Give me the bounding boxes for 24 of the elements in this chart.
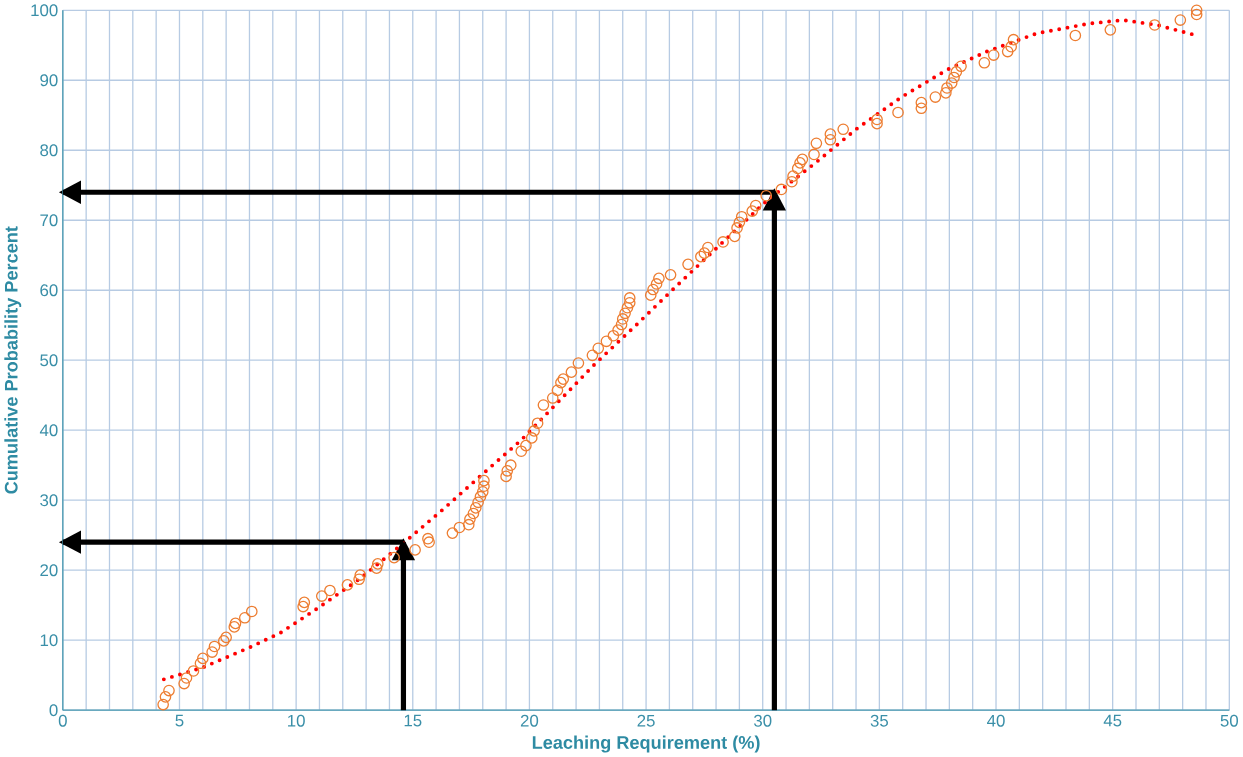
x-tick-label: 5 bbox=[175, 714, 184, 727]
y-tick-label: 90 bbox=[40, 74, 58, 87]
y-tick-label: 0 bbox=[49, 704, 58, 717]
x-tick-label: 40 bbox=[987, 714, 1005, 727]
y-tick-label: 50 bbox=[40, 354, 58, 367]
x-tick-label: 0 bbox=[58, 714, 67, 727]
y-tick-label: 70 bbox=[40, 214, 58, 227]
x-tick-label: 35 bbox=[870, 714, 889, 727]
y-tick-label: 60 bbox=[40, 284, 58, 297]
y-tick-label: 100 bbox=[31, 4, 58, 17]
x-tick-label: 50 bbox=[1220, 714, 1239, 727]
x-tick-label: 15 bbox=[404, 714, 422, 727]
x-tick-label: 10 bbox=[288, 714, 305, 727]
x-axis-title: Leaching Requirement (%) bbox=[532, 735, 760, 753]
y-tick-label: 40 bbox=[39, 424, 58, 437]
x-tick-label: 45 bbox=[1103, 714, 1122, 727]
x-tick-label: 20 bbox=[520, 714, 539, 727]
y-tick-label: 10 bbox=[40, 634, 58, 647]
y-tick-label: 80 bbox=[40, 144, 58, 157]
x-tick-label: 25 bbox=[637, 714, 655, 727]
y-tick-label: 30 bbox=[40, 494, 58, 507]
x-tick-label: 30 bbox=[754, 714, 772, 727]
y-axis-title: Cumulative Probability Percent bbox=[4, 226, 22, 494]
y-tick-label: 20 bbox=[40, 564, 58, 577]
